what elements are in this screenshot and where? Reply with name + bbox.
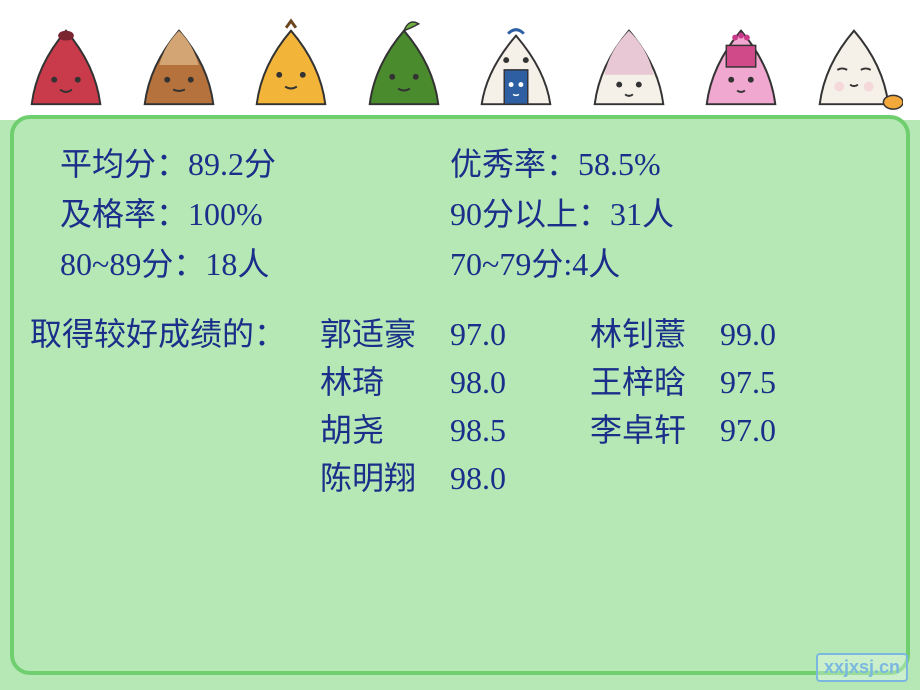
rice-ball-pink-light [580, 15, 678, 115]
range70-label: 70~79分: [450, 246, 572, 282]
student-cell: 王梓晗 97.5 [590, 358, 860, 406]
watermark: xxjxsj.cn [816, 653, 908, 682]
rice-ball-blue [467, 15, 565, 115]
student-score: 97.5 [720, 358, 776, 406]
content-area: 平均分：89.2分 优秀率：58.5% 及格率：100% 90分以上：31人 8… [60, 140, 880, 502]
excellent-label: 优秀率： [450, 146, 578, 182]
rice-ball-red [17, 15, 115, 115]
good-students-label: 取得较好成绩的： [30, 310, 320, 358]
student-name: 陈明翔 [320, 454, 450, 502]
stats-row-2: 及格率：100% 90分以上：31人 [60, 190, 880, 238]
student-name: 林钊薏 [590, 310, 720, 358]
student-score: 98.0 [450, 358, 506, 406]
student-name: 郭适豪 [320, 310, 450, 358]
rice-ball-brown [130, 15, 228, 115]
student-name: 王梓晗 [590, 358, 720, 406]
student-score: 97.0 [450, 310, 506, 358]
stats-row-1: 平均分：89.2分 优秀率：58.5% [60, 140, 880, 188]
rice-ball-white [805, 15, 903, 115]
student-cell: 李卓轩 97.0 [590, 406, 860, 454]
student-cell: 陈明翔 98.0 [320, 454, 590, 502]
range80-label: 80~89分： [60, 246, 205, 282]
range70-value: 4人 [572, 246, 620, 282]
rice-ball-green [355, 15, 453, 115]
avg-value: 89.2分 [188, 146, 276, 182]
above90-label: 90分以上： [450, 196, 610, 232]
student-cell: 林钊薏 99.0 [590, 310, 860, 358]
above90-value: 31人 [610, 196, 674, 232]
rice-ball-orange [242, 15, 340, 115]
range80-value: 18人 [205, 246, 269, 282]
pass-value: 100% [188, 196, 263, 232]
student-score: 98.5 [450, 406, 506, 454]
rice-ball-pink [692, 15, 790, 115]
student-score: 97.0 [720, 406, 776, 454]
student-cell: 胡尧 98.5 [320, 406, 590, 454]
student-score: 99.0 [720, 310, 776, 358]
avg-label: 平均分： [60, 146, 188, 182]
student-name: 胡尧 [320, 406, 450, 454]
pass-label: 及格率： [60, 196, 188, 232]
excellent-value: 58.5% [578, 146, 661, 182]
character-row [0, 0, 920, 120]
student-name: 李卓轩 [590, 406, 720, 454]
good-students-block: 取得较好成绩的： 郭适豪 97.0 林钊薏 99.0 林琦 98.0 王梓晗 9… [30, 310, 880, 502]
student-name: 林琦 [320, 358, 450, 406]
student-score: 98.0 [450, 454, 506, 502]
student-cell: 郭适豪 97.0 [320, 310, 590, 358]
student-cell: 林琦 98.0 [320, 358, 590, 406]
stats-row-3: 80~89分：18人 70~79分:4人 [60, 240, 880, 288]
